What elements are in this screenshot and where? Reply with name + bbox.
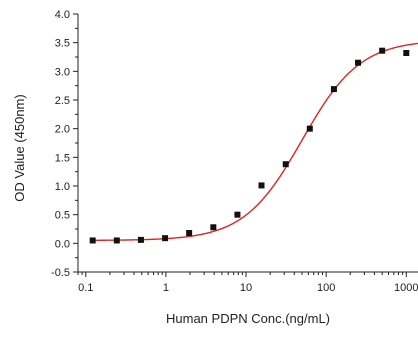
data-point <box>113 237 120 244</box>
y-tick-label: 2.5 <box>55 95 70 107</box>
data-point <box>403 49 410 56</box>
x-axis-title: Human PDPN Conc.(ng/mL) <box>166 311 330 326</box>
fit-curve-layer <box>92 42 418 242</box>
x-tick-label: 1 <box>163 282 169 294</box>
data-point <box>162 235 169 242</box>
x-tick-label: 1000 <box>394 282 418 294</box>
x-tick-label: 100 <box>317 282 335 294</box>
y-tick-label: 3.5 <box>55 38 70 50</box>
fit-curve-line <box>92 42 418 242</box>
x-ticks-layer: 0.1 1 10 100 1000 <box>77 272 418 294</box>
data-point <box>137 236 144 243</box>
y-tick-label: -0.5 <box>51 267 70 279</box>
x-tick-label: 0.1 <box>78 282 93 294</box>
data-point <box>258 182 265 189</box>
y-tick-label: 2.0 <box>55 124 70 136</box>
y-tick-label: 3.0 <box>55 66 70 78</box>
y-tick-label: 0.0 <box>55 238 70 250</box>
data-point <box>355 59 362 66</box>
data-point <box>282 161 289 168</box>
axes-layer <box>77 14 418 273</box>
y-tick-label: 1.5 <box>55 152 70 164</box>
y-tick-label: 0.5 <box>55 210 70 222</box>
y-tick-label: 1.0 <box>55 181 70 193</box>
data-point <box>89 237 96 244</box>
data-point <box>379 47 386 54</box>
data-points-layer <box>89 47 410 244</box>
data-point <box>330 86 337 93</box>
y-axis-title: OD Value (450nm) <box>12 94 27 201</box>
y-ticks-layer: -0.5 0.0 0.5 1.0 1.5 2.0 2.5 3.0 3.5 4.0 <box>51 9 78 279</box>
data-point <box>306 125 313 132</box>
data-point <box>234 211 241 218</box>
data-point <box>210 224 217 231</box>
data-point <box>186 230 193 237</box>
y-tick-label: 4.0 <box>55 9 70 21</box>
x-tick-label: 10 <box>240 282 252 294</box>
